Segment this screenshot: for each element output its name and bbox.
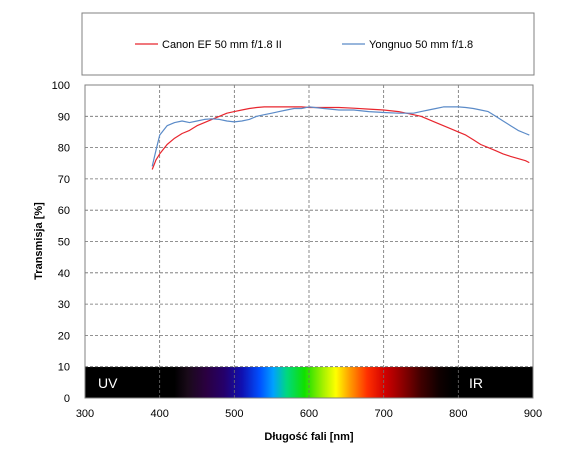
grid xyxy=(85,85,533,398)
series-layer xyxy=(151,106,530,170)
y-tick-label: 100 xyxy=(52,80,70,92)
x-tick-label: 300 xyxy=(76,408,94,420)
plot-frame xyxy=(84,84,534,399)
y-tick-label: 20 xyxy=(58,330,70,342)
legend: Canon EF 50 mm f/1.8 II Yongnuo 50 mm f/… xyxy=(81,12,535,76)
x-tick-label: 900 xyxy=(524,408,542,420)
uv-label: UV xyxy=(98,375,118,391)
x-tick-label: 800 xyxy=(449,408,467,420)
series-line-yongnuo xyxy=(151,106,530,167)
y-axis-ticks: 0 10 20 30 40 50 60 70 80 90 100 xyxy=(52,80,70,405)
y-tick-label: 80 xyxy=(58,143,70,155)
x-axis-title: Długość fali [nm] xyxy=(264,431,354,443)
y-tick-label: 70 xyxy=(58,174,70,186)
y-tick-label: 50 xyxy=(58,237,70,249)
x-axis-ticks: 300 400 500 600 700 800 900 xyxy=(76,408,542,420)
y-tick-label: 10 xyxy=(58,362,70,374)
legend-label-canon: Canon EF 50 mm f/1.8 II xyxy=(162,39,282,51)
x-tick-label: 700 xyxy=(374,408,392,420)
y-tick-label: 40 xyxy=(58,268,70,280)
y-tick-label: 0 xyxy=(64,393,70,405)
x-tick-label: 600 xyxy=(300,408,318,420)
y-tick-label: 90 xyxy=(58,111,70,123)
y-axis-title: Transmisja [%] xyxy=(33,202,45,280)
y-tick-label: 60 xyxy=(58,205,70,217)
x-tick-label: 500 xyxy=(225,408,243,420)
x-tick-label: 400 xyxy=(150,408,168,420)
y-tick-label: 30 xyxy=(58,299,70,311)
legend-label-yongnuo: Yongnuo 50 mm f/1.8 xyxy=(369,39,473,51)
ir-label: IR xyxy=(469,375,483,391)
